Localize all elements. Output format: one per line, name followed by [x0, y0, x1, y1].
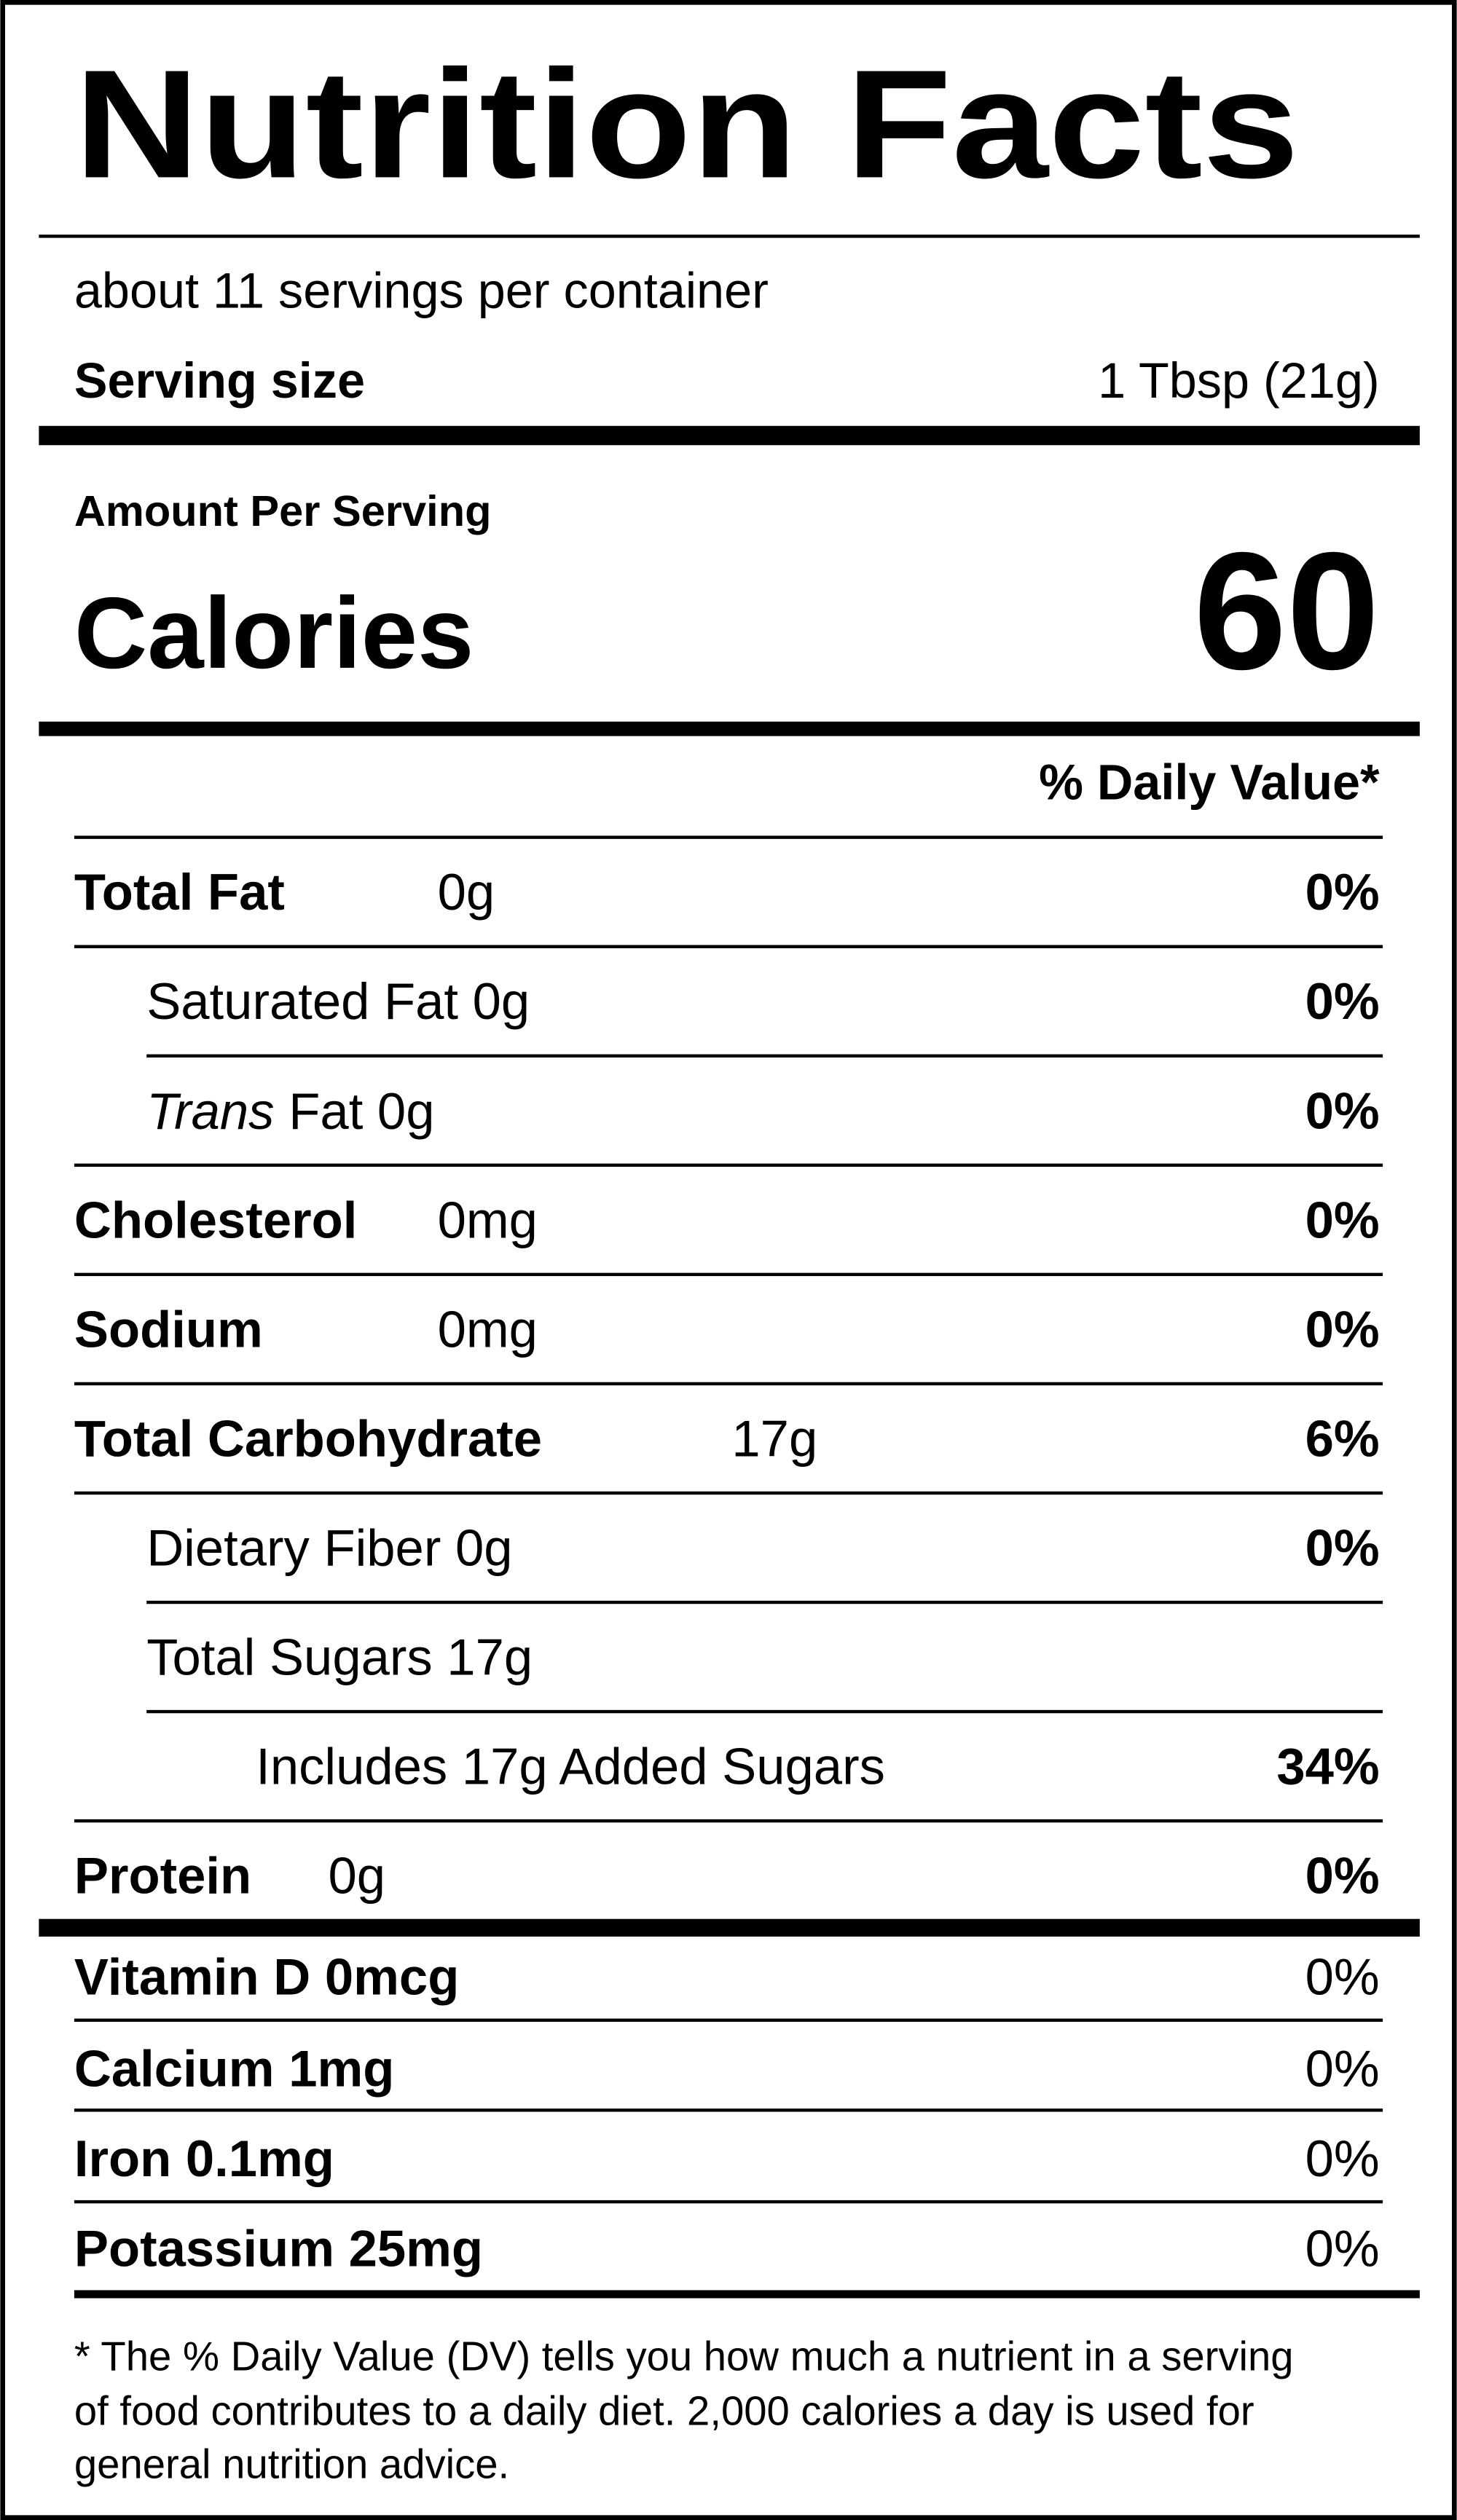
rule [74, 1163, 1383, 1168]
thick-rule [39, 425, 1420, 446]
nutrient-dv: 0% [1305, 1847, 1380, 1905]
vitamin-dv: 0% [1305, 1948, 1380, 2006]
nutrient-name: Total Sugars 17g [146, 1629, 533, 1686]
nutrient-name: Sodium [74, 1300, 263, 1358]
nutrient-amount: 0g [438, 863, 495, 921]
nutrient-name: Total Carbohydrate [74, 1409, 542, 1467]
nutrient-dv: 6% [1305, 1409, 1380, 1467]
nutrient-name: Dietary Fiber 0g [146, 1519, 512, 1576]
nutrient-dv: 0% [1305, 972, 1380, 1030]
nutrient-dv: 0% [1305, 1082, 1380, 1139]
rule [74, 945, 1383, 948]
rule [39, 235, 1420, 238]
nutrient-name: Cholesterol [74, 1191, 357, 1248]
vitamin-name: Iron 0.1mg [74, 2130, 334, 2187]
rule [74, 1491, 1383, 1495]
thick-rule [39, 1918, 1420, 1937]
rule [74, 1382, 1383, 1386]
vitamin-dv: 0% [1305, 2220, 1380, 2277]
thick-rule [39, 721, 1420, 736]
nutrient-dv: 0% [1305, 1519, 1380, 1576]
nutrient-name-rest: Fat 0g [288, 1082, 434, 1139]
nutrient-name: Includes 17g Added Sugars [256, 1738, 885, 1795]
amount-per-serving: Amount Per Serving [74, 487, 492, 535]
nutrient-amount: 0mg [438, 1300, 538, 1358]
servings: about 11 servings per container [74, 263, 769, 318]
rule [74, 835, 1383, 839]
vitamin-dv: 0% [1305, 2039, 1380, 2097]
nutrient-dv: 0% [1305, 863, 1380, 921]
vitamin-name: Vitamin D 0mcg [74, 1948, 459, 2006]
nutrient-amount: 0mg [438, 1191, 538, 1248]
footnote-line: general nutrition advice. [74, 2441, 509, 2486]
nutrient-amount: 17g [731, 1409, 817, 1467]
rule [146, 1709, 1383, 1714]
rule [74, 2108, 1383, 2112]
vitamin-dv: 0% [1305, 2130, 1380, 2187]
dv-header: % Daily Value* [1039, 755, 1380, 811]
title: Nutrition Facts [74, 37, 1299, 210]
calories-value: 60 [1193, 517, 1379, 704]
rule [74, 1272, 1383, 1277]
nutrient-dv: 0% [1305, 1300, 1380, 1358]
vitamin-name: Calcium 1mg [74, 2039, 394, 2097]
footnote-line: * The % Daily Value (DV) tells you how m… [74, 2333, 1294, 2379]
calories-label: Calories [74, 577, 474, 690]
nutrient-name: Protein [74, 1847, 251, 1905]
serving-size-value: 1 Tbsp (21g) [1098, 353, 1380, 409]
vitamin-name: Potassium 25mg [74, 2220, 483, 2277]
rule [146, 1600, 1383, 1604]
rule [74, 2200, 1383, 2204]
serving-size-label: Serving size [74, 353, 365, 409]
rule [74, 2018, 1383, 2022]
nutrient-amount: 0g [329, 1847, 386, 1905]
rule [146, 1054, 1383, 1058]
nutrient-name: Saturated Fat 0g [146, 972, 530, 1030]
footnote-line: of food contributes to a daily diet. 2,0… [74, 2387, 1254, 2433]
nutrient-dv: 34% [1276, 1738, 1379, 1795]
nutrient-name-italic: Trans [146, 1082, 274, 1139]
rule [74, 1819, 1383, 1823]
thick-rule [74, 2290, 1420, 2299]
nutrient-dv: 0% [1305, 1191, 1380, 1248]
nutrient-name: Trans Fat 0g [146, 1082, 434, 1139]
nutrient-name: Total Fat [74, 863, 285, 921]
